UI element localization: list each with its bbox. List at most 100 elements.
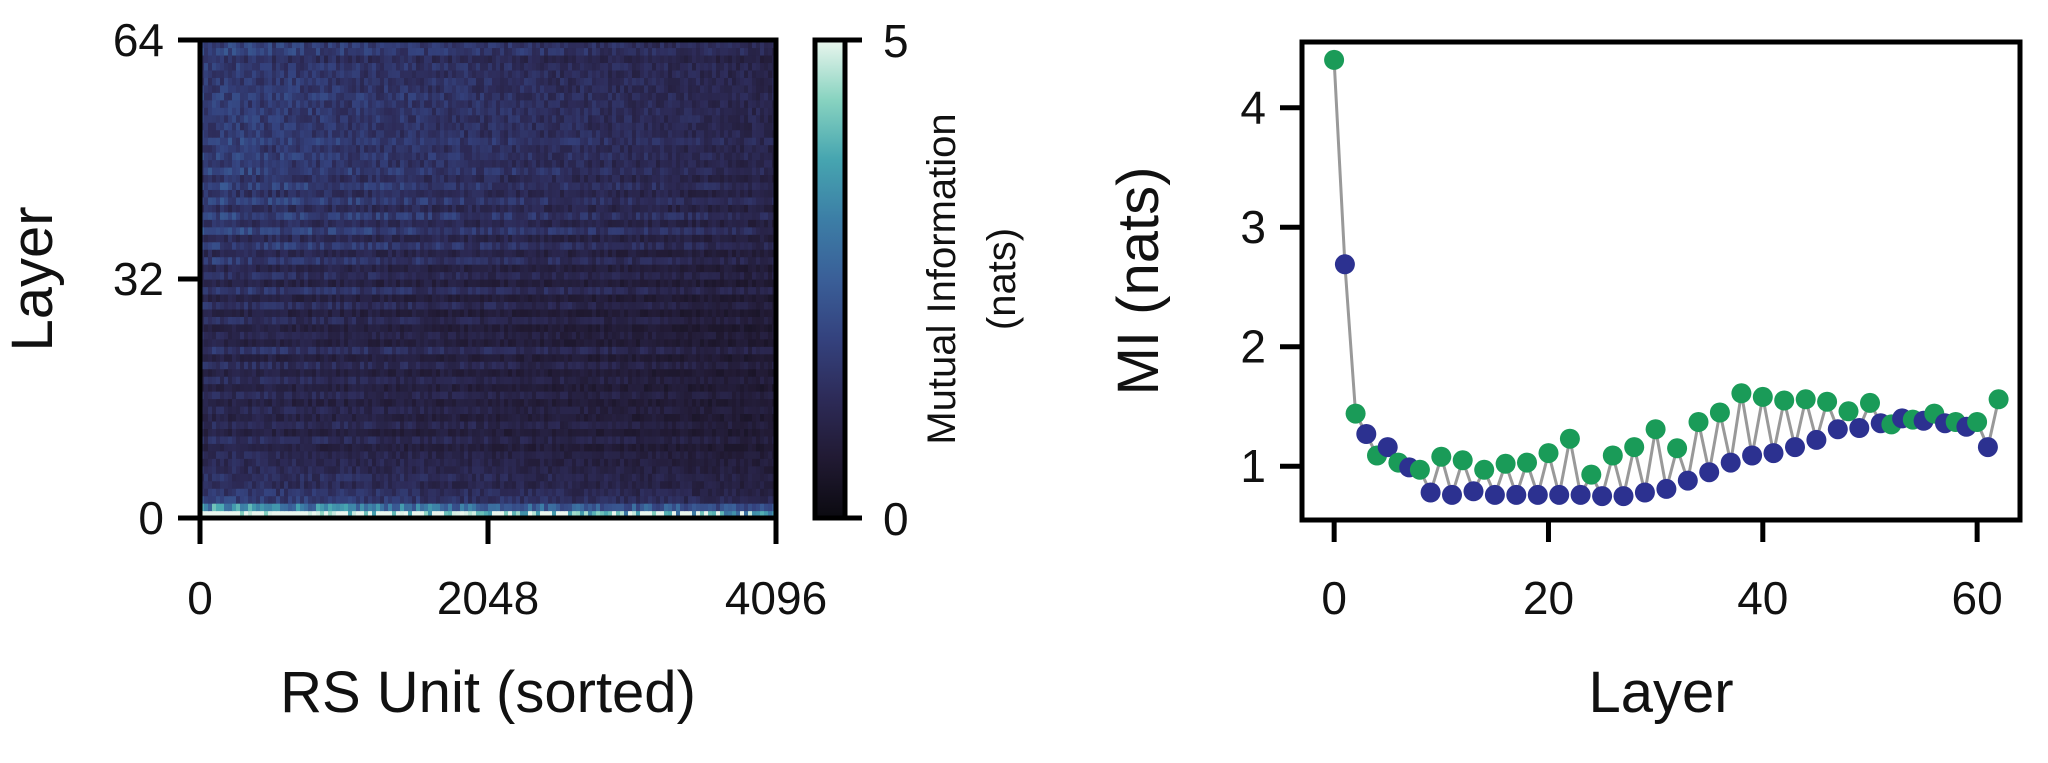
heatmap-cell — [596, 503, 601, 512]
heatmap-cell — [492, 293, 497, 303]
heatmap-cell — [396, 256, 401, 265]
heatmap-cell — [452, 435, 457, 444]
heatmap-cell — [264, 450, 269, 459]
heatmap-cell — [700, 510, 705, 519]
heatmap-cell — [336, 383, 341, 392]
heatmap-cell — [284, 293, 289, 303]
heatmap-cell — [368, 420, 373, 429]
heatmap-cell — [372, 383, 377, 392]
heatmap-cell — [388, 331, 393, 340]
heatmap-cell — [332, 510, 337, 519]
heatmap-cell — [556, 301, 561, 310]
heatmap-cell — [560, 398, 565, 407]
heatmap-cell — [444, 398, 449, 407]
heatmap-cell — [336, 391, 341, 400]
heatmap-cell — [240, 473, 245, 482]
heatmap-cell — [432, 346, 437, 355]
heatmap-cell — [388, 435, 393, 444]
heatmap-cell — [676, 346, 681, 355]
heatmap-cell — [672, 301, 677, 310]
heatmap-cell — [676, 368, 681, 377]
heatmap-cell — [356, 301, 361, 310]
heatmap-cell — [556, 450, 561, 459]
heatmap-cell — [588, 450, 593, 459]
heatmap-cell — [680, 271, 685, 280]
heatmap-cell — [624, 435, 629, 444]
heatmap-cell — [404, 301, 409, 310]
heatmap-cell — [264, 473, 269, 482]
heatmap-cell — [352, 346, 357, 355]
heatmap-cell — [308, 480, 313, 489]
heatmap-cell — [716, 391, 721, 400]
heatmap-cell — [464, 450, 469, 459]
heatmap-cell — [492, 338, 497, 347]
heatmap-cell — [328, 480, 333, 489]
heatmap-cell — [516, 308, 521, 317]
heatmap-cell — [460, 458, 465, 467]
heatmap-cell — [760, 413, 765, 422]
heatmap-cell — [668, 405, 673, 415]
heatmap-cell — [728, 308, 733, 317]
heatmap-cell — [252, 435, 257, 444]
heatmap-cell — [348, 338, 353, 347]
heatmap-cell — [284, 488, 289, 497]
heatmap-cell — [268, 383, 273, 392]
heatmap-cell — [480, 338, 485, 347]
heatmap-cell — [208, 443, 213, 452]
heatmap-cell — [352, 361, 357, 370]
heatmap-cell — [548, 308, 553, 317]
heatmap-cell — [436, 271, 441, 280]
heatmap-cell — [352, 458, 357, 467]
heatmap-cell — [680, 316, 685, 325]
heatmap-cell — [568, 495, 573, 504]
heatmap-cell — [308, 376, 313, 385]
heatmap-cell — [360, 450, 365, 459]
heatmap-cell — [240, 458, 245, 467]
heatmap-cell — [416, 398, 421, 407]
heatmap-cell — [572, 428, 577, 437]
heatmap-cell — [392, 256, 397, 265]
heatmap-cell — [344, 376, 349, 385]
heatmap-cell — [256, 473, 261, 482]
heatmap-cell — [560, 376, 565, 385]
heatmap-cell — [512, 443, 517, 452]
heatmap-cell — [456, 420, 461, 429]
heatmap-cell — [216, 420, 221, 429]
heatmap-cell — [580, 376, 585, 385]
heatmap-cell — [628, 323, 633, 332]
heatmap-cell — [392, 323, 397, 332]
heatmap-cell — [576, 488, 581, 497]
heatmap-cell — [596, 346, 601, 355]
heatmap-cell — [364, 271, 369, 280]
heatmap-cell — [520, 383, 525, 392]
heatmap-cell — [256, 398, 261, 407]
heatmap-cell — [732, 450, 737, 459]
heatmap-cell — [464, 316, 469, 325]
heatmap-cell — [448, 435, 453, 444]
heatmap-cell — [672, 391, 677, 400]
heatmap-cell — [204, 279, 209, 288]
heatmap-cell — [372, 316, 377, 325]
heatmap-cell — [208, 391, 213, 400]
heatmap-cell — [568, 503, 573, 512]
heatmap-cell — [644, 495, 649, 504]
heatmap-cell — [592, 293, 597, 303]
heatmap-cell — [720, 503, 725, 512]
heatmap-cell — [512, 383, 517, 392]
heatmap-cell — [296, 331, 301, 340]
heatmap-cell — [656, 465, 661, 474]
heatmap-cell — [332, 301, 337, 310]
heatmap-cell — [276, 346, 281, 355]
heatmap-cell — [532, 264, 537, 273]
heatmap-cell — [512, 435, 517, 444]
heatmap-cell — [648, 420, 653, 429]
heatmap-cell — [732, 368, 737, 377]
heatmap-cell — [556, 420, 561, 429]
heatmap-cell — [384, 450, 389, 459]
heatmap-cell — [688, 286, 693, 295]
heatmap-cell — [520, 264, 525, 273]
heatmap-cell — [328, 510, 333, 519]
heatmap-cell — [536, 353, 541, 362]
heatmap-cell — [308, 323, 313, 332]
heatmap-cell — [620, 391, 625, 400]
